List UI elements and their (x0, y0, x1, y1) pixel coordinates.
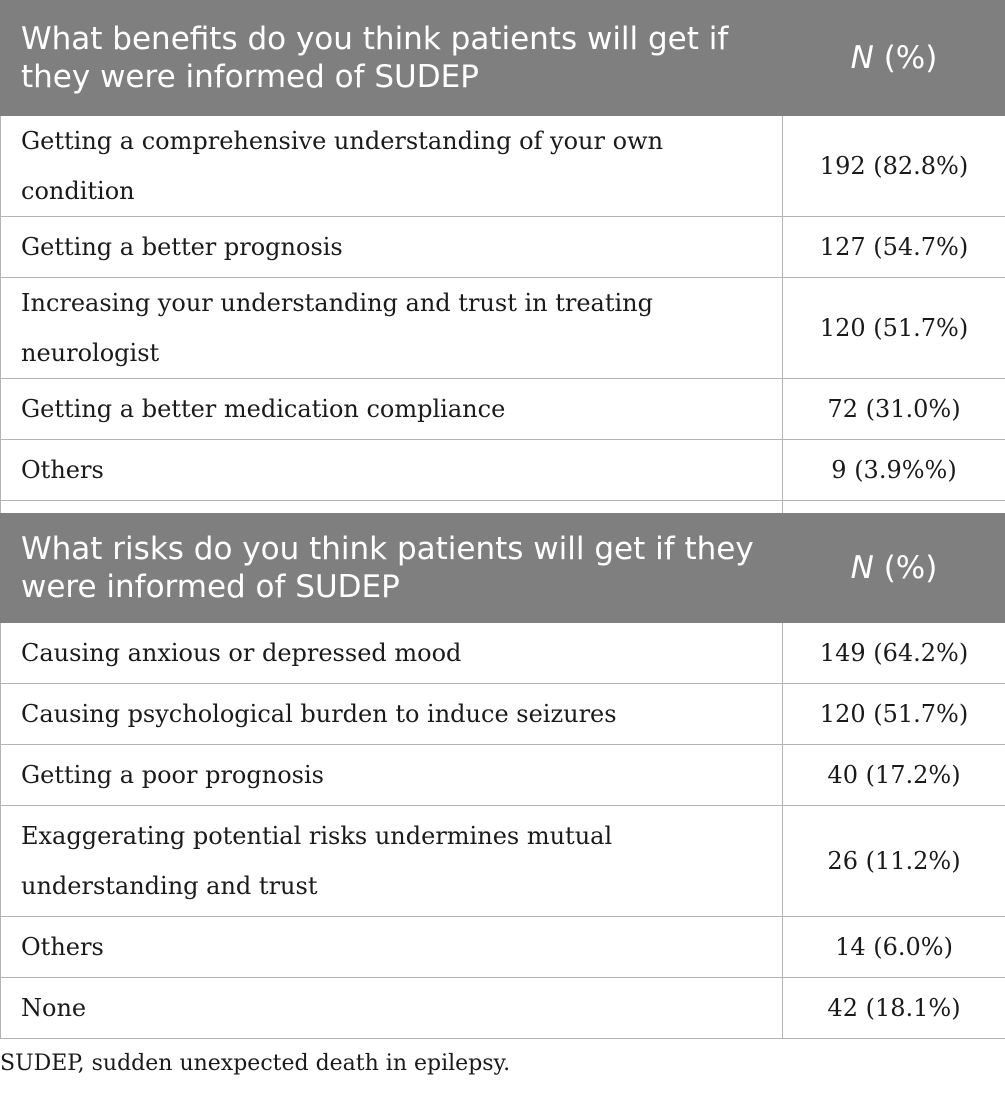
row-label: Exaggerating potential risks undermines … (0, 805, 783, 917)
row-value: 9 (3.9%%) (782, 439, 1005, 501)
table-row: Others 9 (3.9%%) (0, 439, 1005, 501)
row-value: 40 (17.2%) (782, 744, 1005, 806)
row-label: Others (0, 439, 783, 501)
row-label: Getting a better medication compliance (0, 378, 783, 440)
row-value: 26 (11.2%) (782, 805, 1005, 917)
row-label: None (0, 977, 783, 1039)
row-value: 149 (64.2%) (782, 622, 1005, 684)
row-label: Getting a poor prognosis (0, 744, 783, 806)
table-row: Getting a better medication compliance 72… (0, 378, 1005, 440)
n-percent-header: N (%) (782, 513, 1005, 623)
row-value: 120 (51.7%) (782, 683, 1005, 745)
row-value: 192 (82.8%) (782, 115, 1005, 217)
table-row: Increasing your understanding and trust … (0, 277, 1005, 379)
table-row: Causing psychological burden to induce s… (0, 683, 1005, 745)
n-percent-header: N (%) (782, 0, 1005, 116)
row-value: 42 (18.1%) (782, 977, 1005, 1039)
benefits-question-header: What benefits do you think patients will… (0, 0, 783, 116)
percent-label: (%) (883, 550, 938, 586)
table-header-row: What risks do you think patients will ge… (0, 513, 1005, 623)
table-row: Others 14 (6.0%) (0, 916, 1005, 978)
n-label: N (850, 40, 874, 76)
risks-table: What risks do you think patients will ge… (0, 513, 1005, 1039)
row-label: Causing anxious or depressed mood (0, 622, 783, 684)
row-value: 127 (54.7%) (782, 216, 1005, 278)
risks-question-header: What risks do you think patients will ge… (0, 513, 783, 623)
table-row: Getting a poor prognosis 40 (17.2%) (0, 744, 1005, 806)
table-row: None 42 (18.1%) (0, 977, 1005, 1039)
row-value: 72 (31.0%) (782, 378, 1005, 440)
table-row: Causing anxious or depressed mood 149 (64… (0, 622, 1005, 684)
table-row: Exaggerating potential risks undermines … (0, 805, 1005, 917)
row-value: 14 (6.0%) (782, 916, 1005, 978)
row-label: Others (0, 916, 783, 978)
n-label: N (850, 550, 874, 586)
row-label: Increasing your understanding and trust … (0, 277, 783, 379)
benefits-table: What benefits do you think patients will… (0, 0, 1005, 562)
row-label: Getting a comprehensive understanding of… (0, 115, 783, 217)
table-footnote: SUDEP, sudden unexpected death in epilep… (0, 1051, 511, 1076)
table-row: Getting a better prognosis 127 (54.7%) (0, 216, 1005, 278)
row-label: Causing psychological burden to induce s… (0, 683, 783, 745)
percent-label: (%) (883, 40, 938, 76)
row-value: 120 (51.7%) (782, 277, 1005, 379)
table-row: Getting a comprehensive understanding of… (0, 115, 1005, 217)
row-label: Getting a better prognosis (0, 216, 783, 278)
table-header-row: What benefits do you think patients will… (0, 0, 1005, 116)
